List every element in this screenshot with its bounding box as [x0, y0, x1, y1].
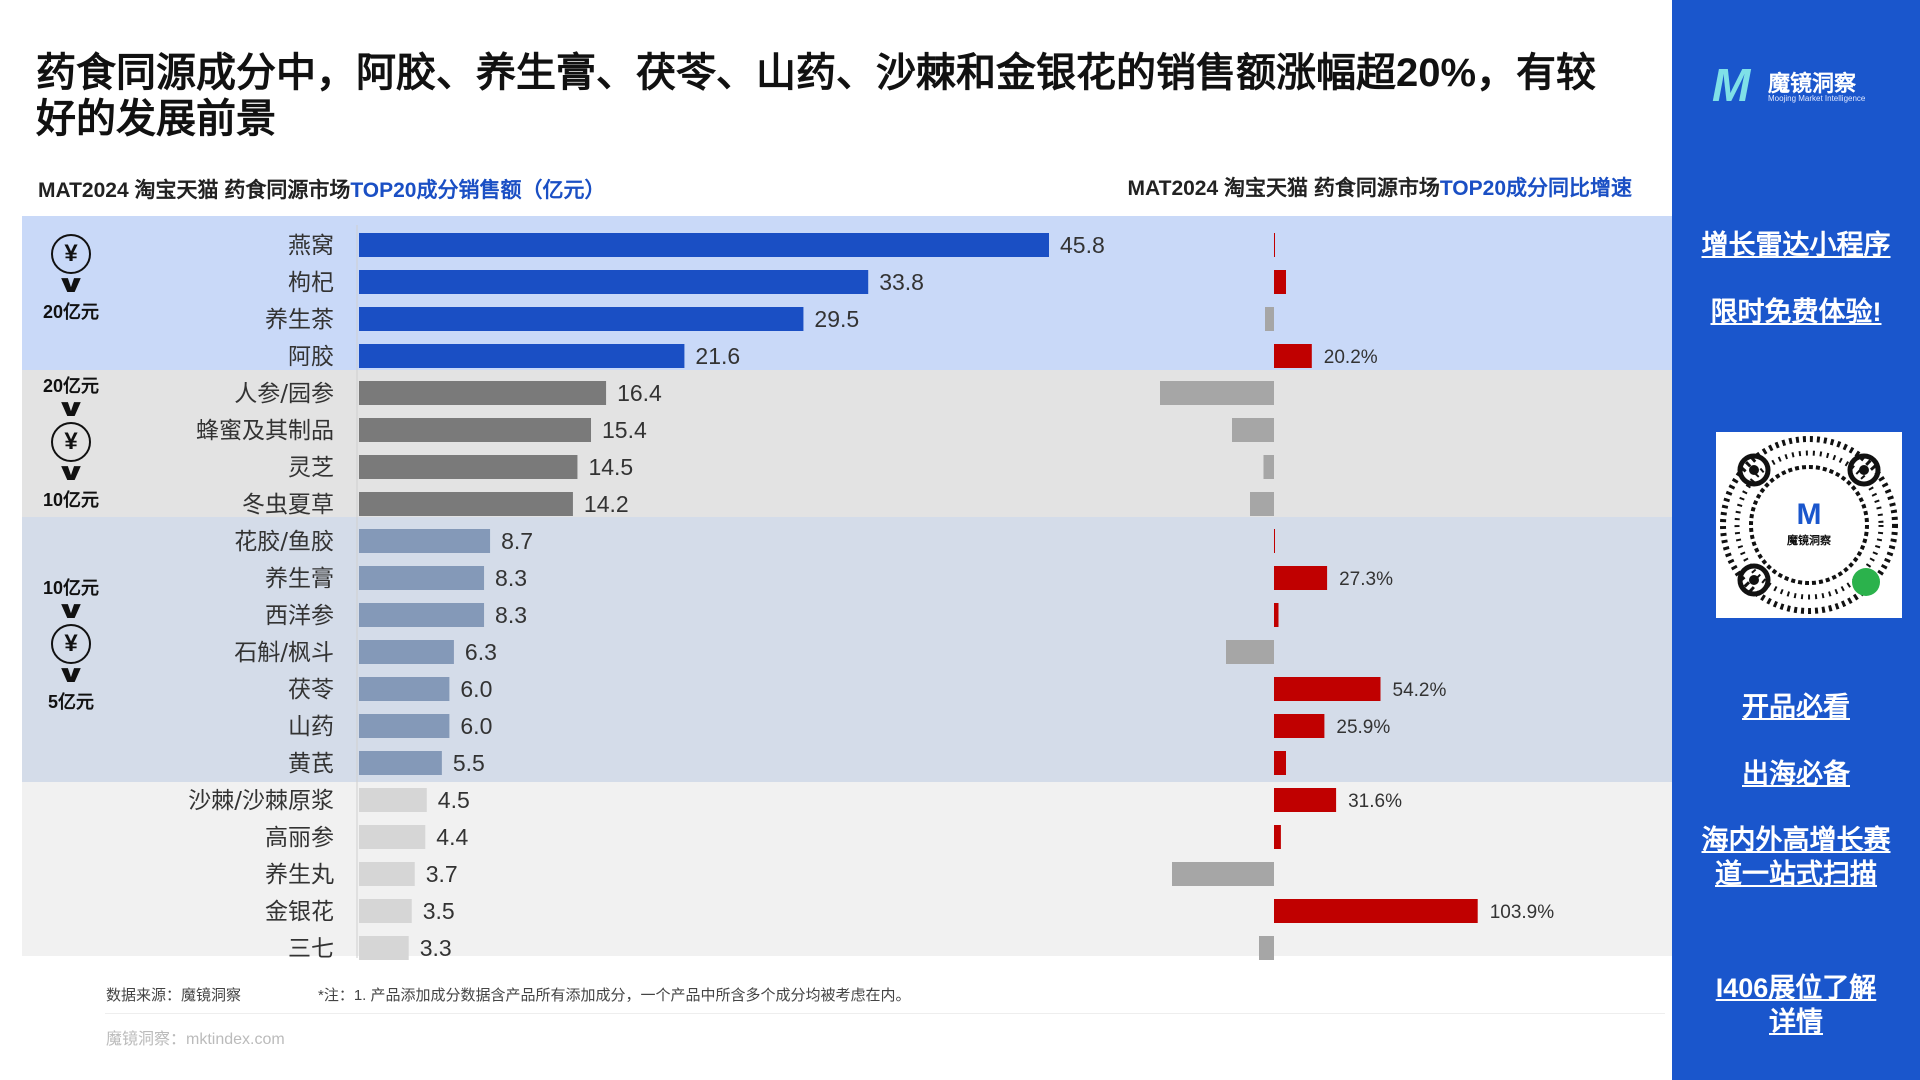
band-10-to-20 [22, 370, 1672, 517]
qr-code-graphic: M 魔镜洞察 [1720, 436, 1898, 614]
left-subtitle-prefix: MAT2024 淘宝天猫 药食同源市场 [38, 179, 351, 202]
right-subtitle-prefix: MAT2024 淘宝天猫 药食同源市场 [1127, 177, 1440, 200]
chevron-down-icon: ∨ [55, 597, 87, 624]
logo-text: 魔镜洞察 [1768, 71, 1857, 96]
site-footer: 魔镜洞察：mktindex.com [106, 1031, 285, 1048]
chevron-down-icon: ∨ [55, 459, 87, 486]
footnote: *注：1. 产品添加成分数据含产品所有添加成分，一个产品中所含多个成分均被考虑在… [318, 987, 911, 1004]
left-chart-subtitle: MAT2024 淘宝天猫 药食同源市场TOP20成分销售额（亿元） [38, 174, 605, 204]
chevron-down-icon: ∨ [55, 661, 87, 688]
page-title: 药食同源成分中，阿胶、养生膏、茯苓、山药、沙棘和金银花的销售额涨幅超20%，有较… [36, 51, 1597, 141]
left-subtitle-highlight: TOP20成分销售额（亿元） [350, 179, 606, 202]
right-subtitle-highlight: TOP20成分同比增速 [1439, 177, 1632, 200]
band-5-to-10 [22, 517, 1672, 782]
band-bottom-label: 20亿元 [42, 302, 100, 322]
chevron-down-icon: ∨ [55, 271, 87, 298]
free-trial-link[interactable]: 限时免费体验! [1710, 297, 1882, 327]
data-source: 数据来源：魔镜洞察 [106, 987, 242, 1004]
band-top-label: 20亿元 [42, 376, 100, 396]
band-label-10-to-20: 20亿元 ∨ ¥ ∨ 10亿元 [30, 372, 112, 512]
logo-m-icon: M [1712, 59, 1751, 111]
band-top-label: 10亿元 [42, 578, 100, 598]
growth-radar-link[interactable]: 增长雷达小程序 [1701, 230, 1891, 260]
qr-label: 魔镜洞察 [1787, 533, 1832, 547]
promo-sidebar: M 魔镜洞察 Moojing Market Intelligence 增长雷达小… [1672, 0, 1920, 1080]
right-chart-subtitle: MAT2024 淘宝天猫 药食同源市场TOP20成分同比增速 [1128, 172, 1632, 202]
band-bottom-label: 5亿元 [47, 692, 94, 712]
yuan-coin-icon: ¥ [51, 624, 91, 664]
going-global-link[interactable]: 出海必备 [1742, 759, 1850, 789]
svg-text:M: M [1797, 498, 1822, 531]
logo-subtext: Moojing Market Intelligence [1768, 94, 1866, 103]
footer-divider [105, 1013, 1665, 1014]
yuan-coin-icon: ¥ [51, 234, 91, 274]
brand-logo[interactable]: M 魔镜洞察 Moojing Market Intelligence [1712, 60, 1892, 110]
yuan-coin-icon: ¥ [51, 422, 91, 462]
chevron-down-icon: ∨ [55, 395, 87, 422]
band-label-5-to-10: 10亿元 ∨ ¥ ∨ 5亿元 [30, 574, 112, 714]
band-under-5 [22, 782, 1672, 956]
product-launch-link[interactable]: 开品必看 [1742, 692, 1850, 722]
track-scan-link[interactable]: 海内外高增长赛道一站式扫描 [1701, 825, 1891, 889]
qr-code[interactable]: M 魔镜洞察 [1716, 432, 1902, 618]
band-bottom-label: 10亿元 [42, 490, 100, 510]
booth-link[interactable]: I406展位了解详情 [1715, 973, 1877, 1037]
band-label-over-20: ¥ ∨ 20亿元 [30, 234, 112, 324]
band-over-20 [22, 216, 1672, 370]
